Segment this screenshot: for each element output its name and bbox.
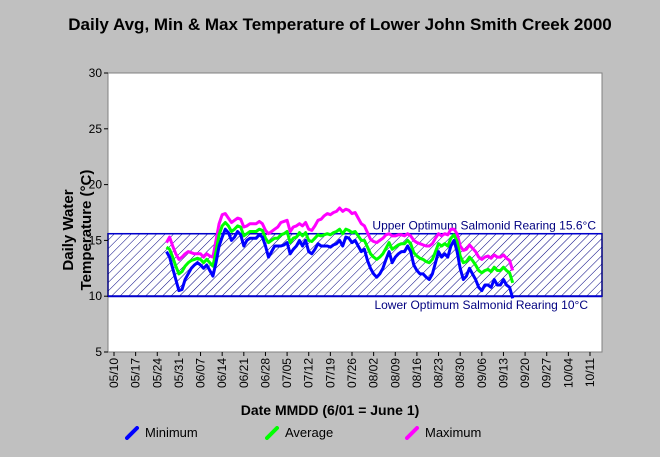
legend-label: Minimum	[145, 425, 198, 440]
y-tick-label: 5	[95, 345, 102, 359]
x-tick-label: 07/26	[345, 358, 359, 388]
legend-item-minimum: Minimum	[125, 425, 198, 440]
y-tick-label: 15	[89, 233, 103, 247]
legend-label: Maximum	[425, 425, 482, 440]
x-tick-label: 06/28	[258, 358, 272, 388]
x-tick-label: 05/24	[150, 358, 164, 388]
x-tick-label: 07/19	[323, 358, 337, 388]
series-line-minimum	[165, 227, 515, 299]
series-line-average	[165, 221, 515, 284]
x-tick-label: 09/20	[518, 358, 532, 388]
x-tick-label: 05/31	[172, 358, 186, 388]
x-tick-label: 06/21	[237, 358, 251, 388]
y-tick-label: 10	[89, 289, 103, 303]
legend-swatch	[125, 425, 139, 440]
series-line-maximum	[165, 206, 515, 271]
chart-title: Daily Avg, Min & Max Temperature of Lowe…	[68, 15, 612, 34]
x-tick-label: 10/04	[561, 358, 575, 388]
x-tick-label: 06/07	[194, 358, 208, 388]
lower-threshold-label: Lower Optimum Salmonid Rearing 10°C	[374, 298, 588, 312]
x-tick-label: 07/12	[302, 358, 316, 388]
x-tick-label: 08/09	[388, 358, 402, 388]
x-tick-label: 09/27	[540, 358, 554, 388]
legend-label: Average	[285, 425, 334, 440]
x-tick-label: 09/06	[475, 358, 489, 388]
x-axis-label: Date MMDD (6/01 = June 1)	[240, 402, 420, 418]
x-tick-label: 08/16	[410, 358, 424, 388]
y-tick-label: 25	[89, 122, 103, 136]
x-tick-label: 08/30	[453, 358, 467, 388]
legend-swatch	[265, 425, 279, 440]
legend-item-average: Average	[265, 425, 333, 440]
legend-item-maximum: Maximum	[405, 425, 481, 440]
x-tick-label: 05/10	[107, 358, 121, 388]
x-tick-label: 09/13	[496, 358, 510, 388]
x-tick-label: 10/11	[583, 358, 597, 387]
upper-threshold-label: Upper Optimum Salmonid Rearing 15.6°C	[372, 219, 596, 233]
x-tick-label: 08/02	[367, 358, 381, 388]
legend-swatch	[405, 425, 419, 440]
optimum-band	[107, 232, 603, 297]
y-tick-label: 20	[89, 178, 103, 192]
x-tick-label: 07/05	[280, 358, 294, 388]
x-tick-label: 05/17	[129, 358, 143, 388]
y-tick-label: 30	[89, 66, 103, 80]
x-tick-label: 08/23	[432, 358, 446, 388]
x-tick-label: 06/14	[215, 358, 229, 388]
